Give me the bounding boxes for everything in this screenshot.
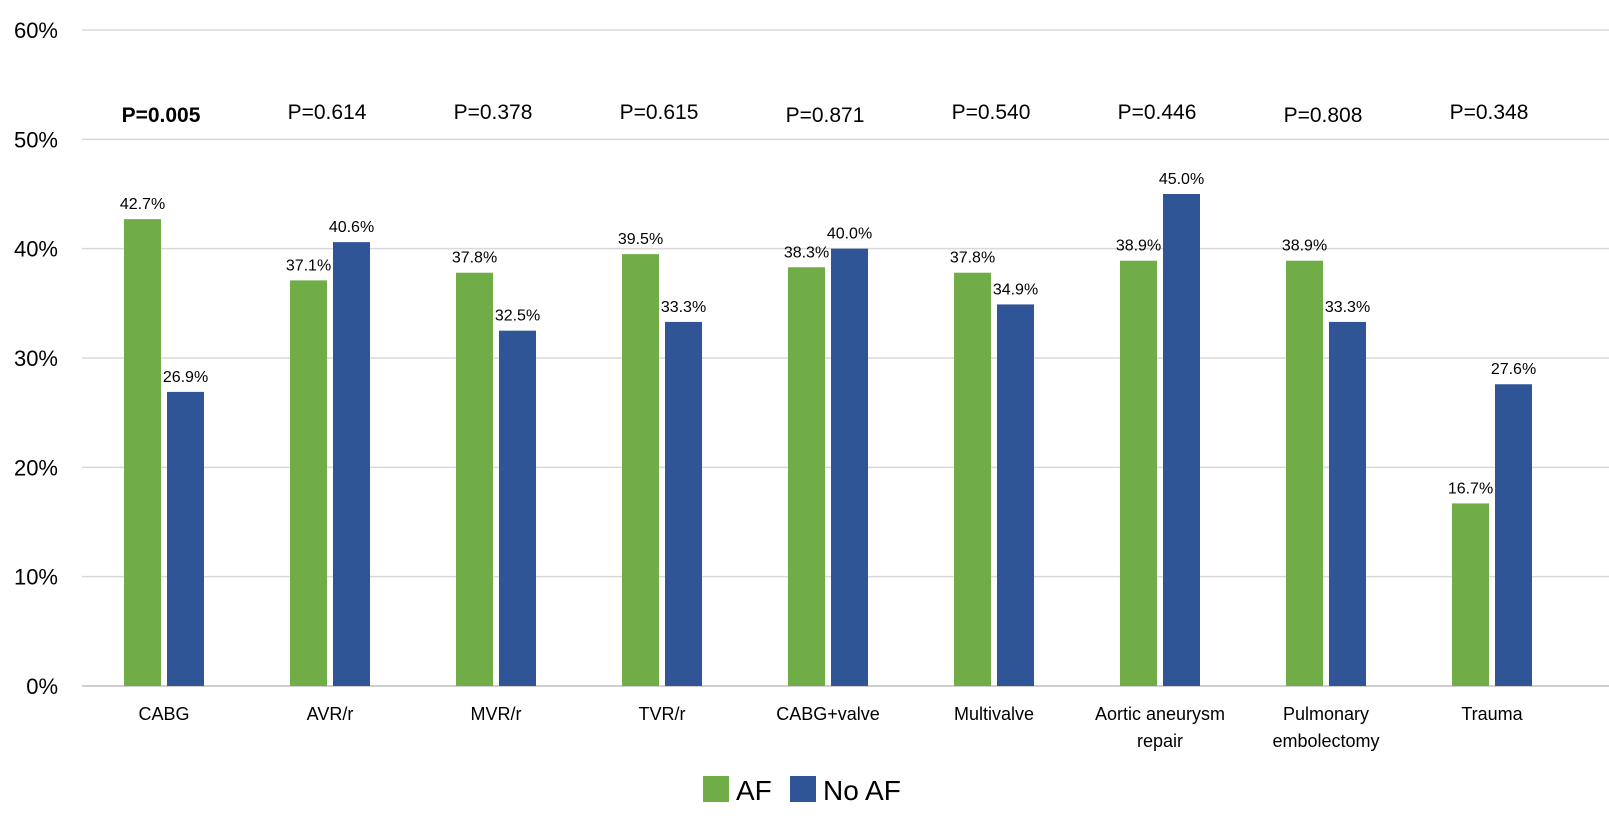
data-label: 38.3% xyxy=(784,244,829,261)
data-label: 40.6% xyxy=(329,219,374,236)
legend-label: AF xyxy=(736,775,772,806)
bar-af xyxy=(1286,261,1323,686)
bar-af xyxy=(456,273,493,686)
p-value-annotation: P=0.540 xyxy=(952,101,1031,124)
bar-no-af xyxy=(333,242,370,686)
data-label: 42.7% xyxy=(120,196,165,213)
p-value-annotation: P=0.446 xyxy=(1118,101,1197,124)
data-label: 26.9% xyxy=(163,369,208,386)
x-tick-label: MVR/r xyxy=(471,704,522,724)
data-label: 33.3% xyxy=(1325,299,1370,316)
bar-no-af xyxy=(997,304,1034,686)
y-tick-label: 30% xyxy=(14,346,58,371)
x-tick-label: CABG+valve xyxy=(776,704,880,724)
bar-af xyxy=(1120,261,1157,686)
data-label: 32.5% xyxy=(495,308,540,325)
bar-no-af xyxy=(831,249,868,686)
y-tick-label: 10% xyxy=(14,565,58,590)
x-tick-label: TVR/r xyxy=(639,704,686,724)
data-label: 33.3% xyxy=(661,299,706,316)
x-tick-label: Multivalve xyxy=(954,704,1034,724)
bar-af xyxy=(1452,503,1489,686)
p-value-annotation: P=0.614 xyxy=(288,101,367,124)
data-label: 37.8% xyxy=(950,250,995,267)
y-tick-label: 40% xyxy=(14,237,58,262)
legend-swatch xyxy=(790,776,816,802)
bar-no-af xyxy=(1495,384,1532,686)
x-tick-label: Aortic aneurysm xyxy=(1095,704,1225,724)
x-tick-label: Pulmonary xyxy=(1283,704,1369,724)
bar-af xyxy=(124,219,161,686)
x-tick-label: CABG xyxy=(138,704,189,724)
p-value-annotation: P=0.005 xyxy=(122,104,201,127)
y-tick-label: 0% xyxy=(26,674,58,699)
bar-no-af xyxy=(665,322,702,686)
p-value-annotation: P=0.871 xyxy=(786,104,865,127)
data-label: 40.0% xyxy=(827,226,872,243)
legend-swatch xyxy=(703,776,729,802)
y-tick-label: 50% xyxy=(14,127,58,152)
p-value-annotation: P=0.615 xyxy=(620,101,699,124)
bar-no-af xyxy=(1329,322,1366,686)
x-tick-label: AVR/r xyxy=(307,704,354,724)
bar-no-af xyxy=(499,331,536,686)
x-tick-label: embolectomy xyxy=(1272,731,1379,751)
legend-label: No AF xyxy=(823,775,901,806)
data-label: 37.1% xyxy=(286,257,331,274)
p-value-annotation: P=0.378 xyxy=(454,101,533,124)
bar-af xyxy=(788,267,825,686)
bar-no-af xyxy=(167,392,204,686)
bar-af xyxy=(954,273,991,686)
y-tick-label: 60% xyxy=(14,18,58,43)
bar-no-af xyxy=(1163,194,1200,686)
data-label: 45.0% xyxy=(1159,171,1204,188)
data-label: 27.6% xyxy=(1491,361,1536,378)
p-value-annotation: P=0.808 xyxy=(1284,104,1363,127)
bar-af xyxy=(290,280,327,686)
data-label: 34.9% xyxy=(993,281,1038,298)
p-value-annotation: P=0.348 xyxy=(1450,101,1529,124)
data-label: 39.5% xyxy=(618,231,663,248)
x-tick-label: Trauma xyxy=(1461,704,1523,724)
y-tick-label: 20% xyxy=(14,455,58,480)
data-label: 38.9% xyxy=(1116,238,1161,255)
data-label: 16.7% xyxy=(1448,480,1493,497)
x-tick-label: repair xyxy=(1137,731,1183,751)
data-label: 37.8% xyxy=(452,250,497,267)
data-label: 38.9% xyxy=(1282,238,1327,255)
bar-af xyxy=(622,254,659,686)
